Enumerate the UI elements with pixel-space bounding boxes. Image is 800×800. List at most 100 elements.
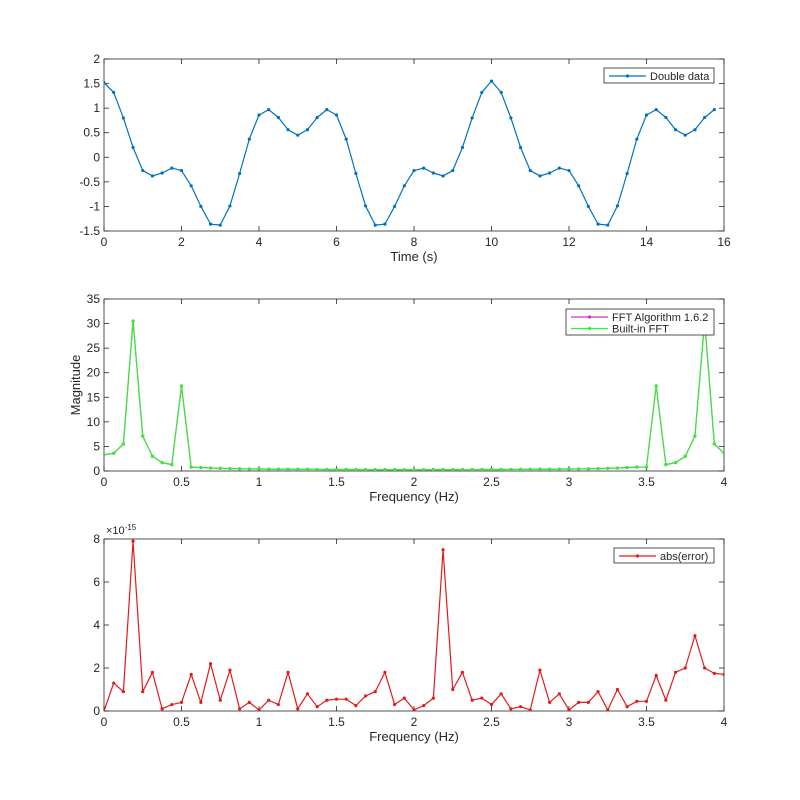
y-tick-label: 1.5 bbox=[83, 77, 100, 91]
data-point bbox=[170, 702, 174, 707]
x-tick-label: 1.5 bbox=[328, 715, 345, 729]
data-point bbox=[673, 461, 678, 465]
y-exponent-base: ×10 bbox=[106, 525, 125, 537]
data-point bbox=[548, 700, 552, 705]
x-tick-label: 2 bbox=[411, 475, 418, 489]
data-point bbox=[567, 708, 571, 711]
legend-swatch-marker bbox=[587, 315, 592, 319]
data-point bbox=[422, 166, 426, 170]
data-point bbox=[383, 468, 387, 471]
data-point bbox=[363, 204, 368, 208]
data-point bbox=[189, 672, 193, 677]
data-point bbox=[296, 133, 300, 137]
data-point bbox=[160, 171, 164, 175]
x-axis-label: Frequency (Hz) bbox=[369, 729, 459, 744]
data-point bbox=[276, 702, 280, 707]
data-point bbox=[577, 700, 581, 705]
y-tick-label: 25 bbox=[87, 341, 101, 355]
data-point bbox=[344, 137, 348, 141]
y-tick-label: 2 bbox=[93, 661, 100, 675]
data-point bbox=[431, 468, 435, 471]
data-point bbox=[373, 468, 377, 471]
data-point bbox=[557, 467, 561, 471]
data-point bbox=[712, 671, 716, 675]
data-point bbox=[528, 708, 532, 711]
legend-box bbox=[603, 67, 715, 84]
data-point bbox=[208, 222, 213, 226]
data-point bbox=[615, 204, 620, 208]
data-point bbox=[315, 705, 319, 709]
data-point bbox=[344, 697, 348, 701]
y-tick-label: 4 bbox=[93, 618, 100, 632]
y-tick-label: 20 bbox=[87, 366, 101, 380]
data-point bbox=[228, 466, 232, 471]
data-point bbox=[557, 166, 561, 170]
data-point bbox=[296, 707, 300, 711]
data-point bbox=[644, 465, 649, 469]
data-point bbox=[528, 467, 532, 471]
x-tick-label: 3.5 bbox=[638, 715, 655, 729]
data-point bbox=[509, 707, 513, 711]
data-point bbox=[586, 700, 590, 705]
data-point bbox=[460, 670, 465, 674]
legend-entry: abs(error) bbox=[660, 551, 708, 563]
data-point bbox=[104, 453, 106, 457]
data-point bbox=[722, 451, 724, 455]
series-2 bbox=[104, 319, 724, 471]
data-point bbox=[470, 698, 474, 702]
data-point bbox=[267, 698, 271, 702]
x-tick-label: 0.5 bbox=[173, 475, 190, 489]
data-point bbox=[683, 666, 687, 670]
x-tick-label: 16 bbox=[717, 235, 731, 249]
data-point bbox=[693, 634, 697, 638]
data-point bbox=[654, 108, 658, 112]
data-point bbox=[373, 223, 377, 227]
data-point bbox=[489, 79, 494, 83]
data-point bbox=[199, 204, 203, 209]
data-point bbox=[354, 171, 358, 176]
data-point bbox=[131, 319, 135, 323]
axes-box bbox=[103, 58, 725, 232]
axes-box bbox=[103, 538, 725, 712]
x-tick-label: 8 bbox=[411, 235, 418, 249]
data-point bbox=[305, 467, 310, 471]
x-tick-label: 4 bbox=[721, 715, 728, 729]
data-point bbox=[518, 145, 523, 150]
data-point bbox=[325, 467, 329, 471]
x-tick-label: 3 bbox=[566, 475, 573, 489]
y-tick-label: 1 bbox=[93, 101, 100, 115]
data-point bbox=[315, 467, 319, 471]
data-point bbox=[402, 184, 406, 188]
data-point bbox=[538, 668, 542, 672]
x-tick-label: 0 bbox=[101, 715, 108, 729]
data-point bbox=[305, 128, 310, 132]
y-tick-label: 10 bbox=[87, 415, 101, 429]
data-point bbox=[257, 467, 261, 471]
data-point bbox=[373, 690, 377, 694]
data-point bbox=[538, 174, 542, 178]
data-point bbox=[199, 465, 203, 470]
data-point bbox=[422, 468, 426, 471]
data-point bbox=[654, 384, 658, 388]
data-point bbox=[179, 384, 184, 388]
data-point bbox=[393, 702, 397, 707]
data-point bbox=[606, 223, 610, 227]
data-point bbox=[131, 145, 135, 150]
data-point bbox=[596, 466, 600, 471]
data-point bbox=[247, 467, 251, 471]
data-point bbox=[480, 696, 484, 700]
plot-2: 0 0.5 1 1.5 2 2.5 3 3.5 4 0 5 10 15 20 25 30 35 Frequency… bbox=[68, 292, 728, 504]
y-tick-label: -1 bbox=[89, 199, 100, 213]
x-tick-label: 14 bbox=[640, 235, 654, 249]
data-point bbox=[654, 673, 658, 678]
data-point bbox=[567, 467, 571, 471]
y-tick-label: 15 bbox=[87, 390, 101, 404]
data-point bbox=[431, 171, 435, 175]
data-point bbox=[315, 115, 319, 120]
data-point bbox=[276, 115, 280, 120]
data-point bbox=[170, 463, 174, 467]
data-point bbox=[499, 692, 503, 696]
data-point bbox=[606, 466, 610, 470]
data-point bbox=[441, 548, 445, 552]
data-point bbox=[499, 90, 503, 95]
